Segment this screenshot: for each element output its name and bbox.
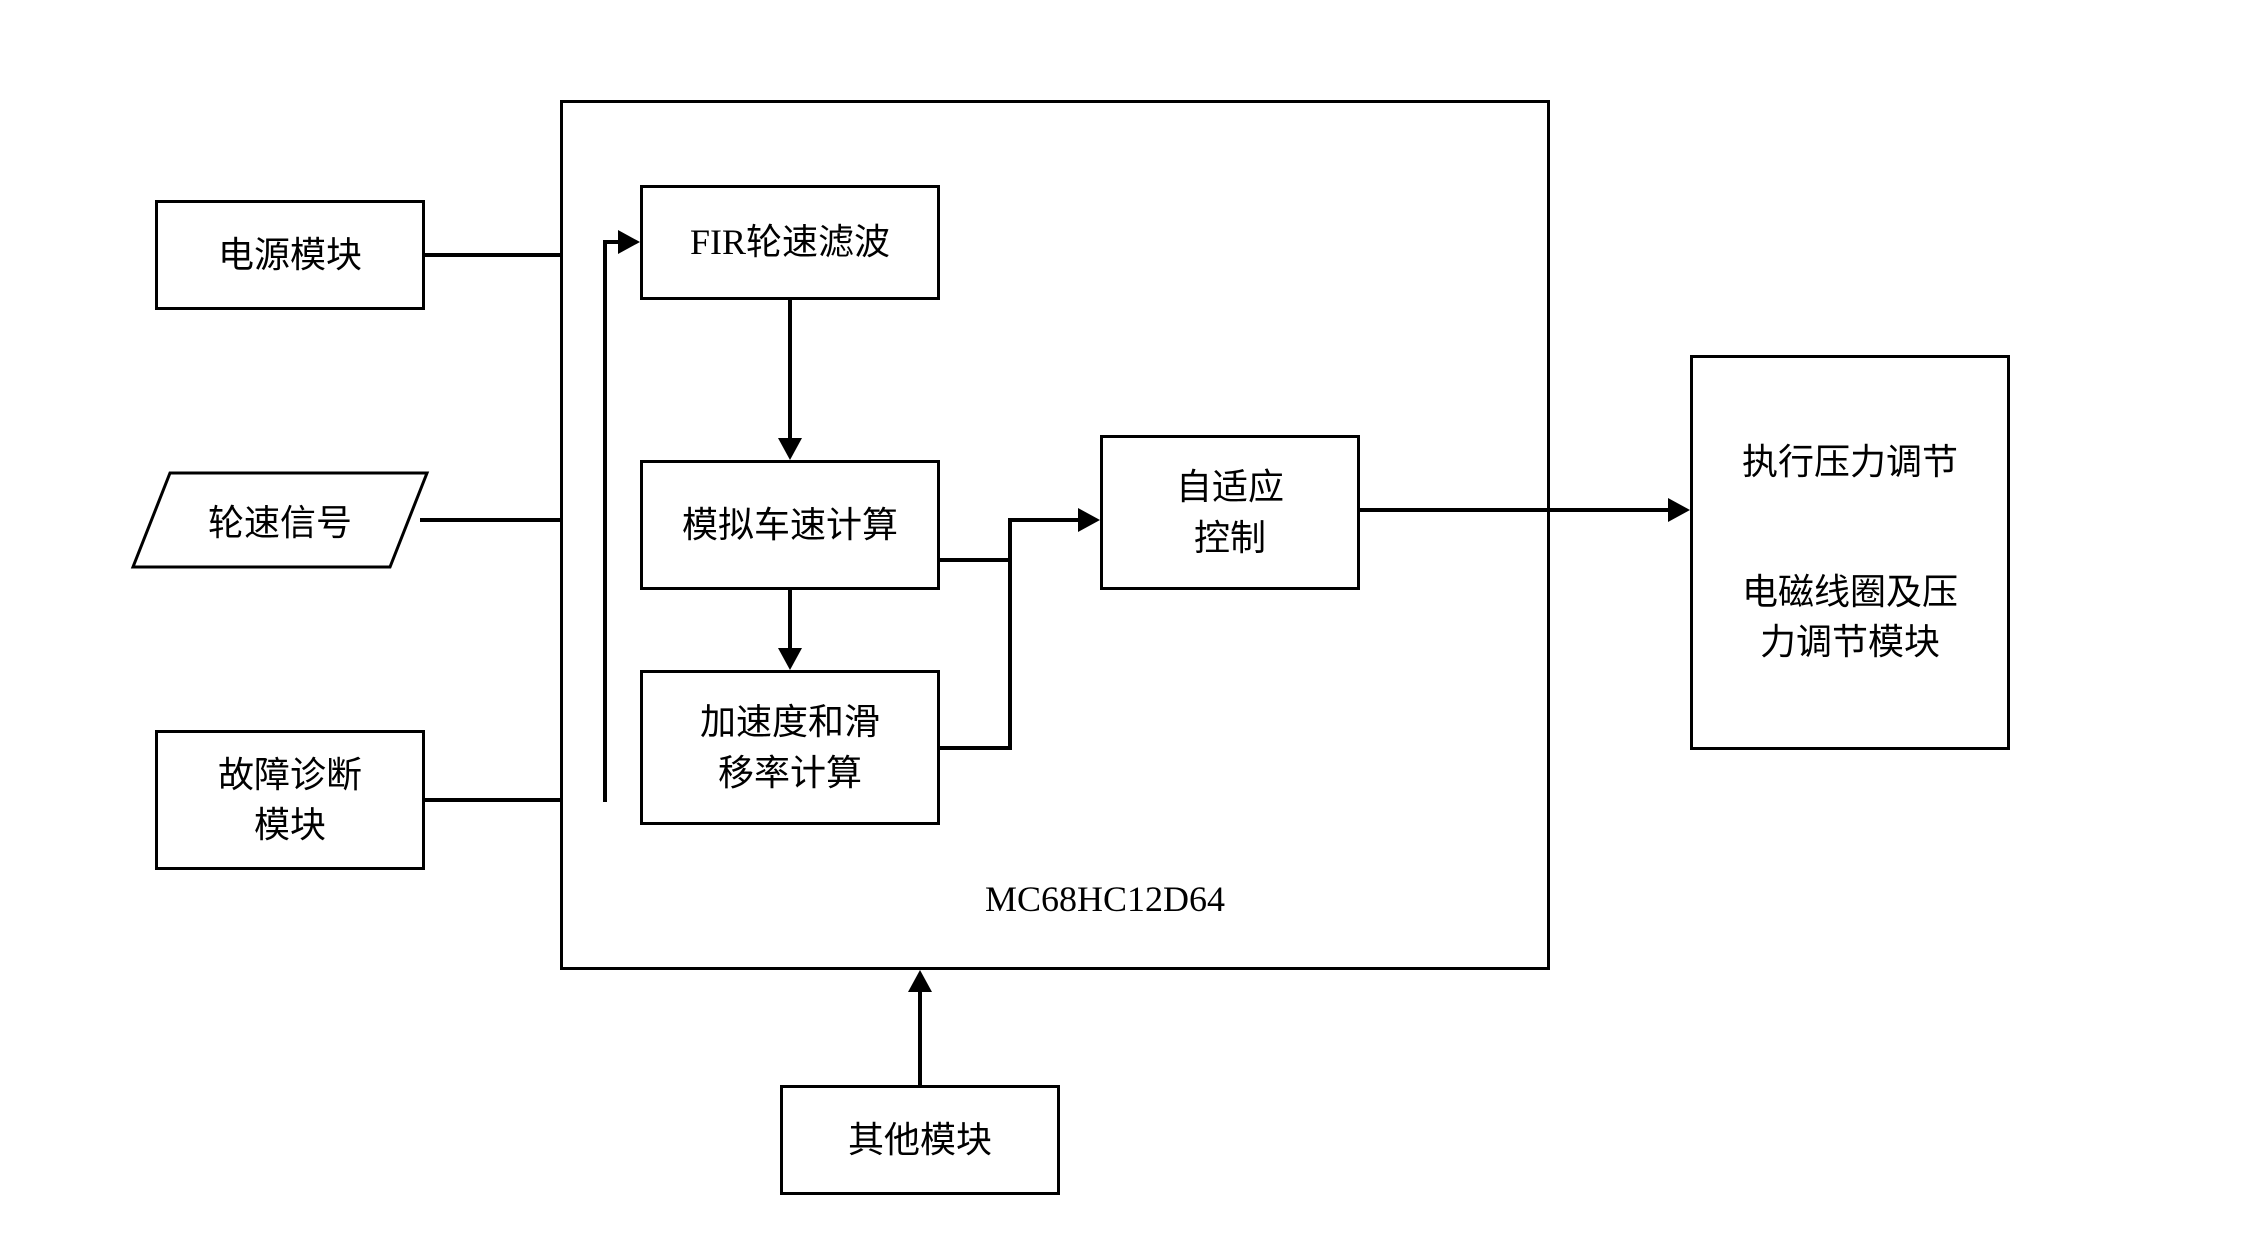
- arrow-speed-adaptive: [940, 558, 1010, 562]
- arrow-accel-adaptive-v: [1008, 518, 1012, 750]
- output-label-top: 执行压力调节: [1742, 437, 1958, 487]
- arrow-speed-accel: [788, 590, 792, 650]
- output-box: 执行压力调节 电磁线圈及压 力调节模块: [1690, 355, 2010, 750]
- arrow-bus-fir-head: [618, 230, 640, 254]
- arrow-adaptive-output: [1360, 508, 1670, 512]
- fault-diagnosis-box: 故障诊断 模块: [155, 730, 425, 870]
- other-module-box: 其他模块: [780, 1085, 1060, 1195]
- speed-calc-box: 模拟车速计算: [640, 460, 940, 590]
- arrow-fir-speed: [788, 300, 792, 440]
- arrow-other-mcu-head: [908, 970, 932, 992]
- arrow-accel-adaptive-h1: [940, 746, 1010, 750]
- arrow-adaptive-head: [1078, 508, 1100, 532]
- output-label-bottom: 电磁线圈及压 力调节模块: [1742, 567, 1958, 668]
- speed-calc-label: 模拟车速计算: [682, 500, 898, 550]
- accel-slip-label: 加速度和滑 移率计算: [700, 697, 880, 798]
- fir-filter-box: FIR轮速滤波: [640, 185, 940, 300]
- arrow-speed-accel-head: [778, 648, 802, 670]
- arrow-power: [425, 253, 560, 257]
- accel-slip-box: 加速度和滑 移率计算: [640, 670, 940, 825]
- wheel-signal-label: 轮速信号: [208, 494, 352, 546]
- arrow-fault: [425, 798, 560, 802]
- fir-filter-label: FIR轮速滤波: [690, 217, 890, 267]
- power-module-box: 电源模块: [155, 200, 425, 310]
- arrow-adaptive-output-head: [1668, 498, 1690, 522]
- arrow-wheel: [420, 518, 560, 522]
- adaptive-control-box: 自适应 控制: [1100, 435, 1360, 590]
- bus-vertical: [603, 240, 607, 802]
- adaptive-control-label: 自适应 控制: [1176, 462, 1284, 563]
- arrow-merge-adaptive: [1008, 518, 1080, 522]
- mcu-label: MC68HC12D64: [985, 878, 1225, 920]
- arrow-fir-speed-head: [778, 438, 802, 460]
- arrow-other-mcu: [918, 990, 922, 1085]
- power-module-label: 电源模块: [218, 230, 362, 280]
- other-module-label: 其他模块: [848, 1115, 992, 1165]
- wheel-signal-box: 轮速信号: [130, 470, 430, 570]
- fault-diagnosis-label: 故障诊断 模块: [218, 750, 362, 851]
